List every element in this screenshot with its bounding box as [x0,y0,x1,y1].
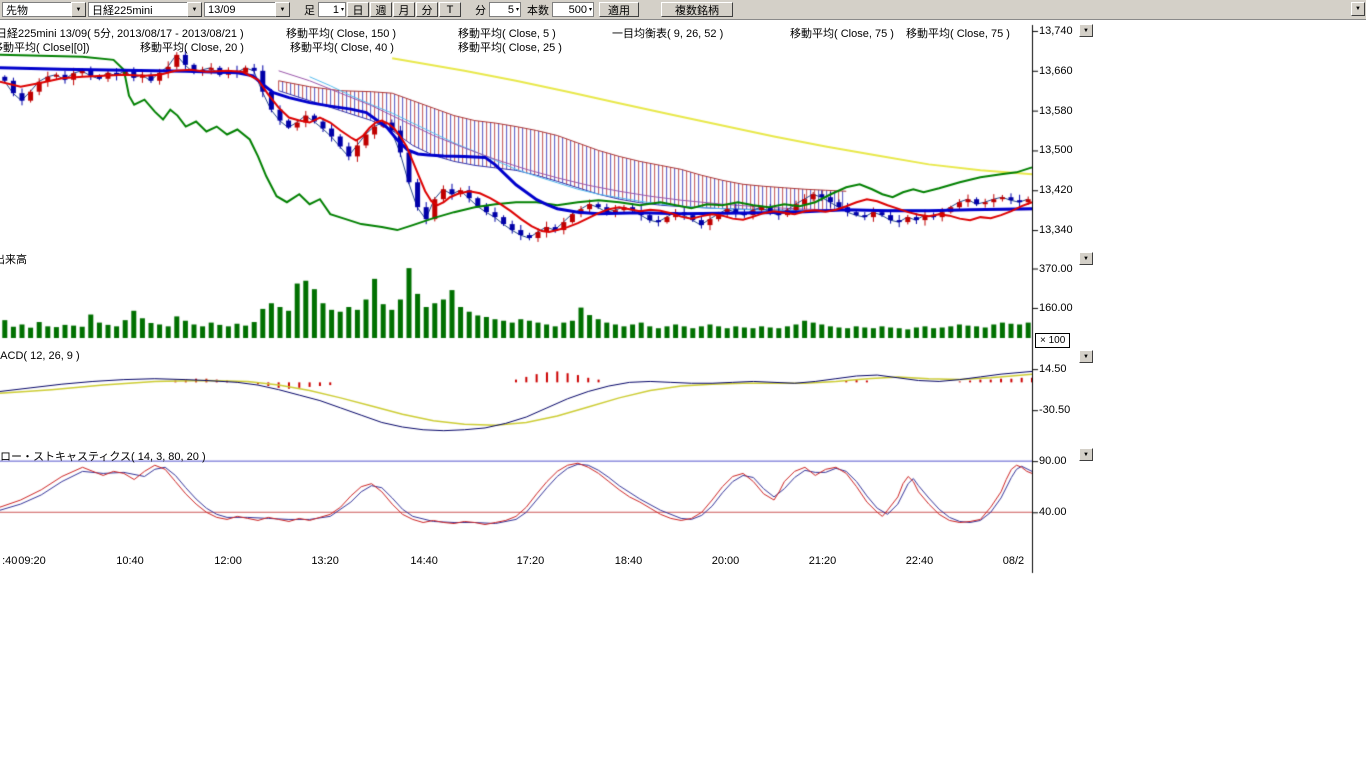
spinner-icon[interactable]: ▾ [516,6,519,13]
time-axis-label: 13:20 [311,555,339,567]
stoch-panel-dropdown-button[interactable]: ▼ [1079,448,1093,461]
time-axis-label: 08/2 [1003,555,1024,567]
price-axis-label: 13,500 [1039,144,1073,156]
period-tick-button[interactable]: T [439,2,461,17]
interval-value: 1 [333,4,339,16]
contract-combo[interactable]: 13/09 ▼ [204,2,290,17]
stoch-panel-label: スロー・ストキャスティクス( 14, 3, 80, 20 ) [0,448,206,464]
macd-panel-label: MACD( 12, 26, 9 ) [0,350,80,362]
macd-axis-label: -30.50 [1039,404,1070,416]
indicator-label-ma75b: 移動平均( Close, 75 ) [906,25,1010,41]
time-axis-label: 20:00 [712,555,740,567]
time-axis-label: 09:20 [18,555,46,567]
time-axis-label: 14:40 [410,555,438,567]
interval-input[interactable]: 1 ▾ [318,2,346,17]
price-axis-label: 13,340 [1039,224,1073,236]
minute-label: 分 [475,2,486,18]
time-axis-label: 22:40 [906,555,934,567]
time-axis-label: 18:40 [615,555,643,567]
bars-label: 本数 [527,2,549,18]
volume-axis-label: 370.00 [1039,263,1073,275]
bars-input[interactable]: 500 ▾ [552,2,594,17]
macd-panel-dropdown-button[interactable]: ▼ [1079,350,1093,363]
time-axis-label: 10:40 [116,555,144,567]
volume-axis-label: 160.00 [1039,302,1073,314]
spinner-icon[interactable]: ▾ [589,6,592,13]
time-axis-label: 17:20 [517,555,545,567]
minute-value: 5 [508,4,514,16]
multi-symbol-button[interactable]: 複数銘柄 [661,2,733,17]
period-month-button[interactable]: 月 [393,2,415,17]
scroll-down-button[interactable]: ▼ [1351,2,1365,16]
indicator-label-ma75a: 移動平均( Close, 75 ) [790,25,894,41]
apply-button[interactable]: 適用 [599,2,639,17]
contract-combo-value: 13/09 [204,2,275,17]
ashi-label: 足 [304,2,315,18]
stoch-axis-label: 90.00 [1039,455,1067,467]
chart-canvas[interactable] [0,0,1100,580]
indicator-label-ichimoku: 一目均衡表( 9, 26, 52 ) [612,25,723,41]
symbol-combo-value: 日経225mini [88,2,187,17]
symbol-combo[interactable]: 日経225mini ▼ [88,2,202,17]
time-axis-label: :40 [2,555,17,567]
stoch-axis-label: 40.00 [1039,506,1067,518]
period-minute-button[interactable]: 分 [416,2,438,17]
chevron-down-icon[interactable]: ▼ [187,2,202,17]
chevron-down-icon[interactable]: ▼ [71,2,86,17]
category-combo[interactable]: 先物 ▼ [2,2,86,17]
price-axis-label: 13,660 [1039,65,1073,77]
spinner-icon[interactable]: ▾ [341,6,344,13]
indicator-label-ma-edit: 移動平均( Close|[0]) [0,39,90,55]
trading-chart-app: 先物 ▼ 日経225mini ▼ 13/09 ▼ 足 1 ▾ 日 週 月 分 T… [0,0,1366,768]
time-axis-label: 21:20 [809,555,837,567]
indicator-label-ma40: 移動平均( Close, 40 ) [290,39,394,55]
indicator-label-ma25: 移動平均( Close, 25 ) [458,39,562,55]
bars-value: 500 [569,4,587,16]
toolbar: 先物 ▼ 日経225mini ▼ 13/09 ▼ 足 1 ▾ 日 週 月 分 T… [0,0,1366,20]
price-axis-label: 13,740 [1039,25,1073,37]
period-day-button[interactable]: 日 [347,2,369,17]
volume-multiplier-badge: × 100 [1035,333,1070,348]
time-axis-label: 12:00 [214,555,242,567]
volume-panel-dropdown-button[interactable]: ▼ [1079,252,1093,265]
macd-axis-label: 14.50 [1039,363,1067,375]
category-combo-value: 先物 [2,2,71,17]
indicator-label-ma20: 移動平均( Close, 20 ) [140,39,244,55]
volume-panel-label: 出来高 [0,251,27,267]
minute-input[interactable]: 5 ▾ [489,2,521,17]
price-axis-label: 13,580 [1039,105,1073,117]
price-panel-dropdown-button[interactable]: ▼ [1079,24,1093,37]
chevron-down-icon[interactable]: ▼ [275,2,290,17]
period-week-button[interactable]: 週 [370,2,392,17]
price-axis-label: 13,420 [1039,184,1073,196]
